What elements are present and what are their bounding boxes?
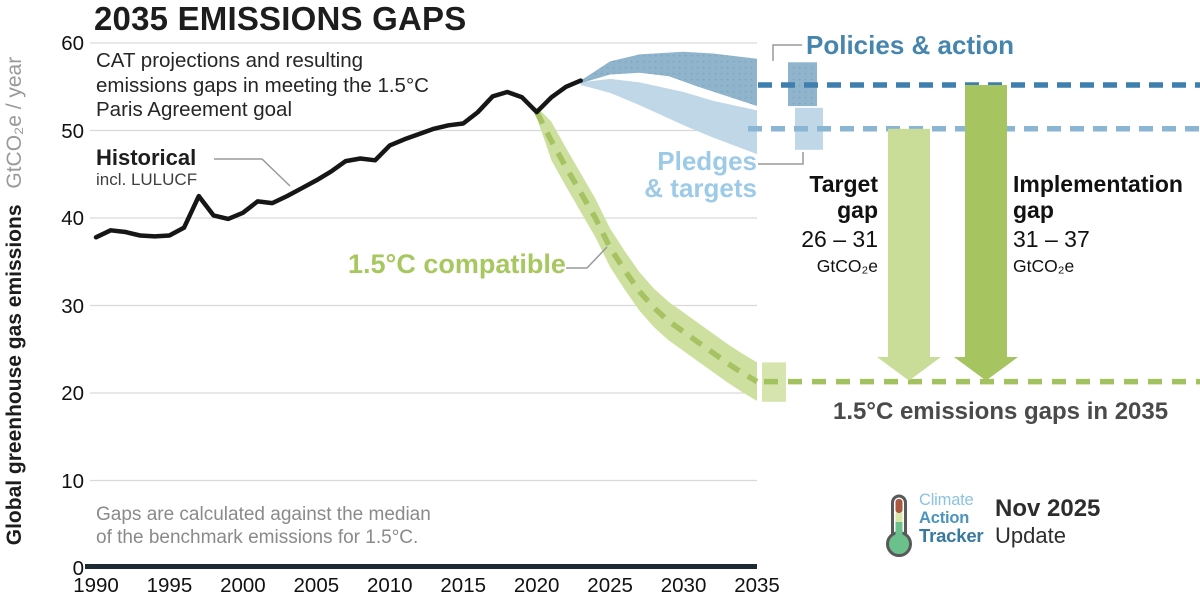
footnote-line2: of the benchmark emissions for 1.5°C. xyxy=(96,527,419,548)
arrow-head-target xyxy=(877,357,941,381)
historical-series-label: Historical incl. LULUCF xyxy=(96,147,197,191)
footnote-line1: Gaps are calculated against the median xyxy=(96,504,431,525)
x-tick-2035: 2035 xyxy=(734,574,780,597)
x-tick-2015: 2015 xyxy=(440,574,487,597)
arrow-shaft-target xyxy=(888,128,930,358)
x-tick-2020: 2020 xyxy=(513,574,560,597)
y-tick-50: 50 xyxy=(61,119,84,143)
historical-label: Historical xyxy=(96,145,197,170)
x-tick-2025: 2025 xyxy=(587,574,633,597)
pledges-targets-label: Pledges & targets xyxy=(644,148,757,202)
x-tick-2010: 2010 xyxy=(366,574,413,597)
cat-logo-thermometer-icon xyxy=(886,494,912,557)
line-15c-median xyxy=(534,110,759,384)
connector-pledges xyxy=(758,152,804,165)
line-historical xyxy=(93,78,583,240)
x-tick-2000: 2000 xyxy=(220,574,266,597)
y-tick-20: 20 xyxy=(61,382,84,405)
x-tick-1990: 1990 xyxy=(73,574,119,597)
logo-tracker: Tracker xyxy=(919,525,984,546)
update-date: Nov 2025 xyxy=(995,495,1101,522)
target-gap-range: 26 – 31 xyxy=(801,226,878,252)
band-policies-action xyxy=(580,51,757,106)
implementation-gap-range: 31 – 37 xyxy=(1013,226,1090,252)
target-gap-unit: GtCO₂e xyxy=(816,256,878,276)
y-tick-10: 10 xyxy=(61,469,84,493)
pledges-label-line1: Pledges xyxy=(657,146,757,176)
policies-action-label: Policies & action xyxy=(806,30,1015,60)
pledges-label-line2: & targets xyxy=(644,173,757,203)
x-tick-2005: 2005 xyxy=(293,574,340,597)
y-tick-40: 40 xyxy=(61,207,84,230)
chart-subtitle: CAT projections and resulting emissions … xyxy=(96,49,429,121)
y-tick-0: 0 xyxy=(72,557,84,580)
logo-action: Action xyxy=(919,508,970,527)
implementation-gap-unit: GtCO₂e xyxy=(1013,256,1075,276)
update-block: Nov 2025 Update xyxy=(995,495,1100,549)
y-axis-title: Global greenhouse gas emissions GtCO₂e /… xyxy=(3,1,29,600)
band-pledges-targets xyxy=(580,78,757,155)
emissions-gaps-2035-label: 1.5°C emissions gaps in 2035 xyxy=(833,398,1169,425)
x-tick-1995: 1995 xyxy=(146,574,193,597)
connector-policies xyxy=(772,44,802,61)
page-title: 2035 EMISSIONS GAPS xyxy=(94,0,467,37)
connector-historical xyxy=(214,158,291,187)
update-word: Update xyxy=(995,523,1066,548)
footnote: Gaps are calculated against the median o… xyxy=(96,503,431,549)
implementation-gap-label: Implementation gap xyxy=(1013,171,1183,223)
band-15c-compatible xyxy=(536,106,757,401)
connector-compatible xyxy=(566,246,608,269)
cat-logo-text: Climate Action Tracker xyxy=(919,491,984,546)
x-axis-line xyxy=(85,564,757,569)
logo-climate: Climate xyxy=(919,491,974,509)
historical-sublabel: incl. LULUCF xyxy=(96,170,198,189)
target-gap-block: Target gap 26 – 31 GtCO₂e xyxy=(788,171,878,279)
arrow-head-implementation xyxy=(954,357,1018,381)
compatible-15c-label: 1.5°C compatible xyxy=(348,249,566,279)
y-tick-60: 60 xyxy=(61,32,84,55)
y-tick-30: 30 xyxy=(61,294,84,318)
target-gap-label: Target gap xyxy=(809,171,878,223)
x-tick-2030: 2030 xyxy=(660,574,707,597)
implementation-gap-block: Implementation gap 31 – 37 GtCO₂e xyxy=(1013,171,1199,279)
arrow-shaft-implementation xyxy=(965,85,1007,357)
y-axis-unit: GtCO₂e / year xyxy=(3,56,26,189)
y-axis-label: Global greenhouse gas emissions xyxy=(3,204,26,546)
